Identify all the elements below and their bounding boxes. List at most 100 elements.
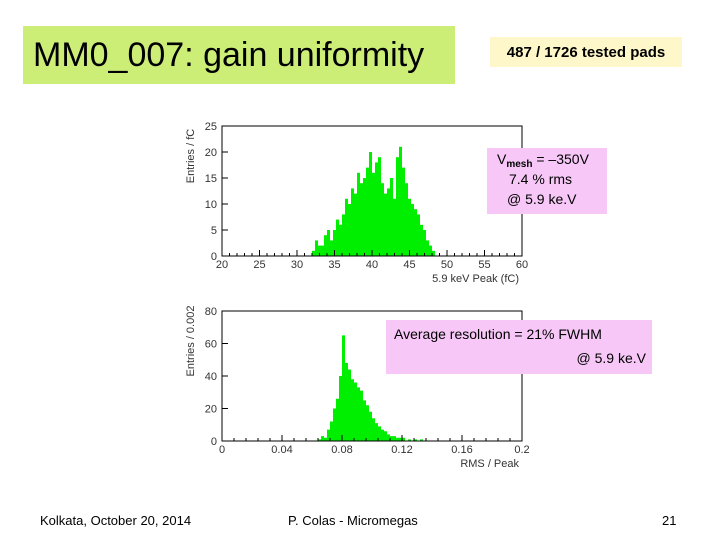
- x-tick-label: 0.2: [514, 444, 529, 456]
- histogram-bar: [339, 224, 342, 256]
- histogram-bar: [339, 376, 342, 441]
- histogram-bar: [420, 439, 423, 441]
- histogram-bar: [354, 382, 357, 441]
- histogram-bar: [327, 230, 330, 256]
- histogram-bar: [348, 369, 351, 441]
- histogram-bar: [336, 398, 339, 441]
- rms-label: 7.4 % rms: [509, 171, 573, 187]
- resolution-label: Average resolution = 21% FWHM @ 5.9 ke.V: [386, 320, 652, 374]
- vmesh-label: Vmesh = –350V 7.4 % rms @ 5.9 ke.V: [487, 148, 607, 214]
- histogram-bar: [360, 390, 363, 441]
- histogram-bar: [336, 219, 339, 256]
- x-tick-label: 0.04: [271, 444, 292, 456]
- histogram-bar: [351, 188, 354, 256]
- histogram-bar: [399, 437, 402, 441]
- slide-title: MM0_007: gain uniformity: [33, 35, 425, 74]
- histogram-bar: [321, 436, 324, 441]
- footer-author: P. Colas - Micromegas: [288, 513, 418, 528]
- histogram-bar: [327, 429, 330, 441]
- histogram-bar: [408, 439, 411, 441]
- y-axis-label: Entries / 0.002: [185, 306, 197, 377]
- histogram-bar: [402, 437, 405, 441]
- histogram-bar: [390, 178, 393, 256]
- histogram-bar: [381, 183, 384, 256]
- histogram-bar: [423, 230, 426, 256]
- histogram-bar: [378, 157, 381, 256]
- histogram-bar: [381, 429, 384, 441]
- histogram-bar: [429, 245, 432, 256]
- x-tick-label: 30: [291, 259, 303, 271]
- histogram-bar: [375, 423, 378, 441]
- footer-location-date: Kolkata, October 20, 2014: [40, 513, 192, 528]
- y-tick-label: 0: [211, 436, 217, 448]
- vmesh-value: = –350V: [532, 151, 589, 167]
- histogram-bar: [342, 335, 345, 441]
- x-tick-label: 0.16: [451, 444, 472, 456]
- y-tick-label: 15: [205, 173, 217, 185]
- histogram-bar: [321, 245, 324, 256]
- histogram-bar: [366, 405, 369, 441]
- energy-label: @ 5.9 ke.V: [507, 191, 577, 207]
- y-tick-label: 25: [205, 121, 217, 133]
- x-tick-label: 0.08: [331, 444, 352, 456]
- resolution-line2: @ 5.9 ke.V: [576, 350, 646, 366]
- histogram-bar: [348, 204, 351, 256]
- histogram-bar: [396, 157, 399, 256]
- y-tick-label: 0: [211, 251, 217, 263]
- histogram-bar: [366, 167, 369, 256]
- y-tick-label: 10: [205, 199, 217, 211]
- histogram-bar: [318, 439, 321, 441]
- y-tick-label: 20: [205, 404, 217, 416]
- histogram-bar: [318, 245, 321, 256]
- x-tick-label: 20: [216, 259, 228, 271]
- x-tick-label: 35: [328, 259, 340, 271]
- y-tick-label: 20: [205, 147, 217, 159]
- x-tick-label: 50: [441, 259, 453, 271]
- histogram-bar: [387, 434, 390, 441]
- x-tick-label: 0: [219, 444, 225, 456]
- histogram-bar: [333, 408, 336, 441]
- histogram-bar: [330, 421, 333, 441]
- histogram-bar: [324, 437, 327, 441]
- histogram-bar: [402, 167, 405, 256]
- histogram-bar: [363, 178, 366, 256]
- histogram-bar: [369, 152, 372, 256]
- histogram-bar: [345, 198, 348, 256]
- x-axis-label: 5.9 keV Peak (fC): [432, 273, 519, 285]
- histogram-bar: [390, 436, 393, 441]
- histogram-bar: [357, 172, 360, 256]
- y-tick-label: 80: [205, 306, 217, 318]
- title-box: MM0_007: gain uniformity: [23, 26, 455, 84]
- histogram-bar: [369, 411, 372, 441]
- histogram-bar: [324, 235, 327, 256]
- x-tick-label: 45: [403, 259, 415, 271]
- x-axis-label: RMS / Peak: [460, 458, 519, 470]
- histogram-bar: [342, 214, 345, 256]
- histogram-bar: [414, 209, 417, 256]
- histogram-bar: [312, 250, 315, 256]
- y-tick-label: 40: [205, 371, 217, 383]
- y-axis-label: Entries / fC: [185, 129, 197, 183]
- x-tick-label: 55: [478, 259, 490, 271]
- histogram-bar: [405, 183, 408, 256]
- histogram-bar: [345, 363, 348, 441]
- histogram-bar: [396, 437, 399, 441]
- histogram-bar: [333, 230, 336, 256]
- vmesh-symbol: V: [497, 151, 507, 167]
- histogram-bar: [351, 379, 354, 441]
- histogram-bar: [378, 426, 381, 441]
- histogram-bar: [417, 214, 420, 256]
- x-tick-label: 0.12: [391, 444, 412, 456]
- histogram-bar: [372, 172, 375, 256]
- vmesh-subscript: mesh: [506, 159, 533, 170]
- histogram-bar: [354, 193, 357, 256]
- tested-pads-note: 487 / 1726 tested pads: [490, 37, 682, 67]
- histogram-bar: [399, 146, 402, 256]
- histogram-bar: [408, 198, 411, 256]
- histogram-bar: [357, 387, 360, 441]
- histogram-bar: [360, 183, 363, 256]
- y-tick-label: 5: [211, 225, 217, 237]
- histogram-bar: [384, 431, 387, 441]
